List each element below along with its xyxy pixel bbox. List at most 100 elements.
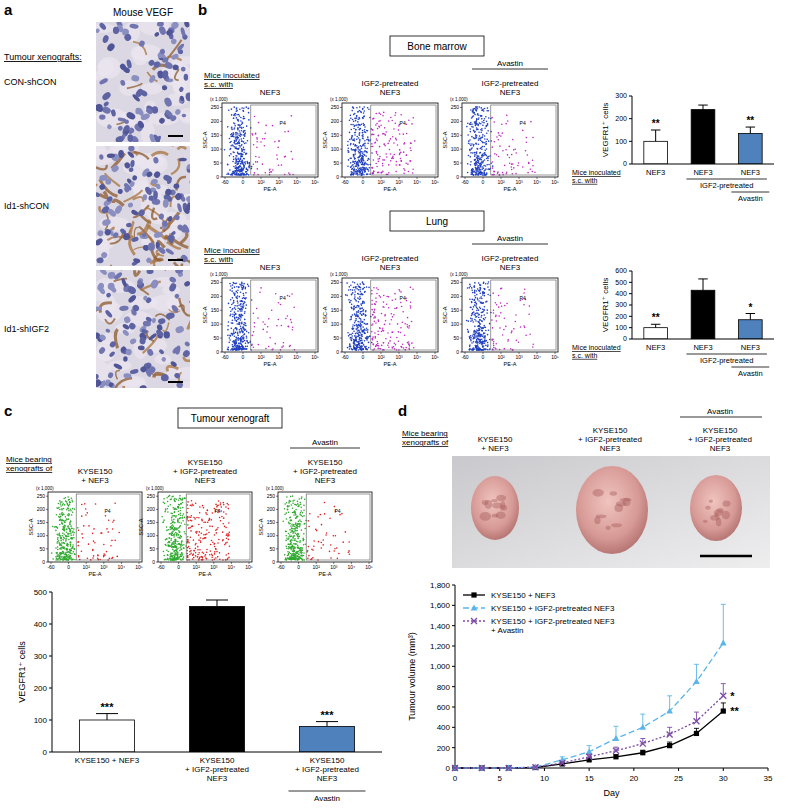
flow-event: [355, 131, 357, 133]
flow-event: [482, 134, 484, 136]
flow-event: [235, 171, 237, 173]
ihc-stain: [179, 298, 190, 316]
flow-event: [242, 127, 244, 129]
flow-event: [513, 149, 515, 151]
flow-frame: [462, 103, 558, 177]
flow-event: [256, 137, 258, 139]
flow-event: [481, 137, 483, 139]
flow-event: [233, 159, 235, 161]
flow-event: [246, 125, 248, 127]
flow-event: [233, 117, 235, 119]
flow-event: [484, 138, 486, 140]
flow-event: [228, 109, 230, 111]
ihc-nucleus: [96, 28, 100, 34]
flow-event: [359, 110, 361, 112]
flow-event: [469, 149, 471, 151]
flow-event: [383, 112, 385, 114]
ihc-nucleus: [99, 154, 104, 160]
flow-event: [395, 164, 397, 166]
flow-event: [247, 342, 249, 344]
text-line: s.c. with: [204, 80, 233, 89]
ihc-nucleus: [158, 25, 167, 36]
flow-event: [475, 174, 477, 176]
ihc-nucleus: [167, 215, 174, 222]
flow-event: [356, 171, 358, 173]
flow-event: [231, 129, 233, 131]
column-label: IGF2-pretreatedNEF3: [362, 79, 419, 97]
flow-event: [399, 133, 401, 135]
flow-event: [364, 171, 366, 173]
flow-event: [368, 139, 370, 141]
flow-event: [531, 171, 533, 173]
flow-event: [395, 112, 397, 114]
flow-event: [360, 174, 362, 176]
flow-event: [366, 152, 368, 154]
flow-event: [237, 163, 239, 165]
ihc-nucleus: [122, 66, 131, 74]
ihc-nucleus: [97, 285, 106, 295]
ihc-nucleus: [155, 183, 162, 190]
flow-event: [264, 133, 266, 135]
flow-event: [388, 172, 390, 174]
ihc-nucleus: [107, 153, 116, 158]
flow-event: [477, 125, 479, 127]
flow-event: [363, 124, 365, 126]
flow-event: [372, 173, 374, 175]
flow-event: [515, 173, 517, 175]
ihc-nucleus: [183, 280, 190, 287]
flow-event: [235, 342, 237, 344]
category-label: NEF3: [646, 168, 665, 177]
flow-event: [237, 317, 239, 319]
flow-event: [247, 108, 249, 110]
flow-event: [230, 174, 232, 176]
flow-event: [412, 117, 414, 119]
flow-event: [476, 157, 478, 159]
ihc-nucleus: [183, 207, 190, 214]
flow-event: [241, 168, 243, 170]
flow-event: [478, 143, 480, 145]
flow-event: [362, 168, 364, 170]
flow-event: [244, 132, 246, 134]
flow-event: [474, 152, 476, 154]
ihc-stain: [180, 233, 187, 244]
flow-event: [356, 171, 358, 173]
flow-event: [239, 165, 241, 167]
flow-event: [232, 308, 234, 310]
flow-event: [245, 153, 247, 155]
flow-event: [384, 145, 386, 147]
flow-event: [471, 143, 473, 145]
flow-tick: [220, 163, 222, 164]
flow-event: [510, 166, 512, 168]
flow-event: [347, 165, 349, 167]
flow-event: [350, 171, 352, 173]
ihc-stain: [188, 311, 190, 329]
flow-event: [358, 156, 360, 158]
flow-event: [244, 333, 246, 335]
flow-event: [481, 128, 483, 130]
flow-event: [240, 134, 242, 136]
flow-event: [534, 171, 536, 173]
flow-event: [367, 143, 369, 145]
flow-tick-label: 50: [453, 160, 459, 166]
flow-event: [235, 111, 237, 113]
flow-tick-label: -60: [221, 179, 228, 185]
flow-event: [234, 170, 236, 172]
flow-event: [517, 165, 519, 167]
flow-event: [362, 156, 364, 158]
ihc-nucleus: [110, 109, 116, 117]
flow-event: [238, 161, 240, 163]
flow-tick-label: 0: [336, 174, 339, 180]
flow-event: [478, 174, 480, 176]
ihc-nucleus: [162, 199, 169, 208]
flow-event: [474, 159, 476, 161]
flow-event: [237, 167, 239, 169]
ihc-stain: [116, 370, 120, 379]
flow-tick-label: 10³: [515, 179, 523, 185]
ihc-nucleus: [101, 218, 111, 227]
flow-event: [390, 117, 392, 119]
flow-event: [243, 158, 245, 160]
flow-event: [353, 156, 355, 158]
flow-event: [242, 327, 244, 329]
flow-event: [239, 143, 241, 145]
flow-event: [228, 303, 230, 305]
